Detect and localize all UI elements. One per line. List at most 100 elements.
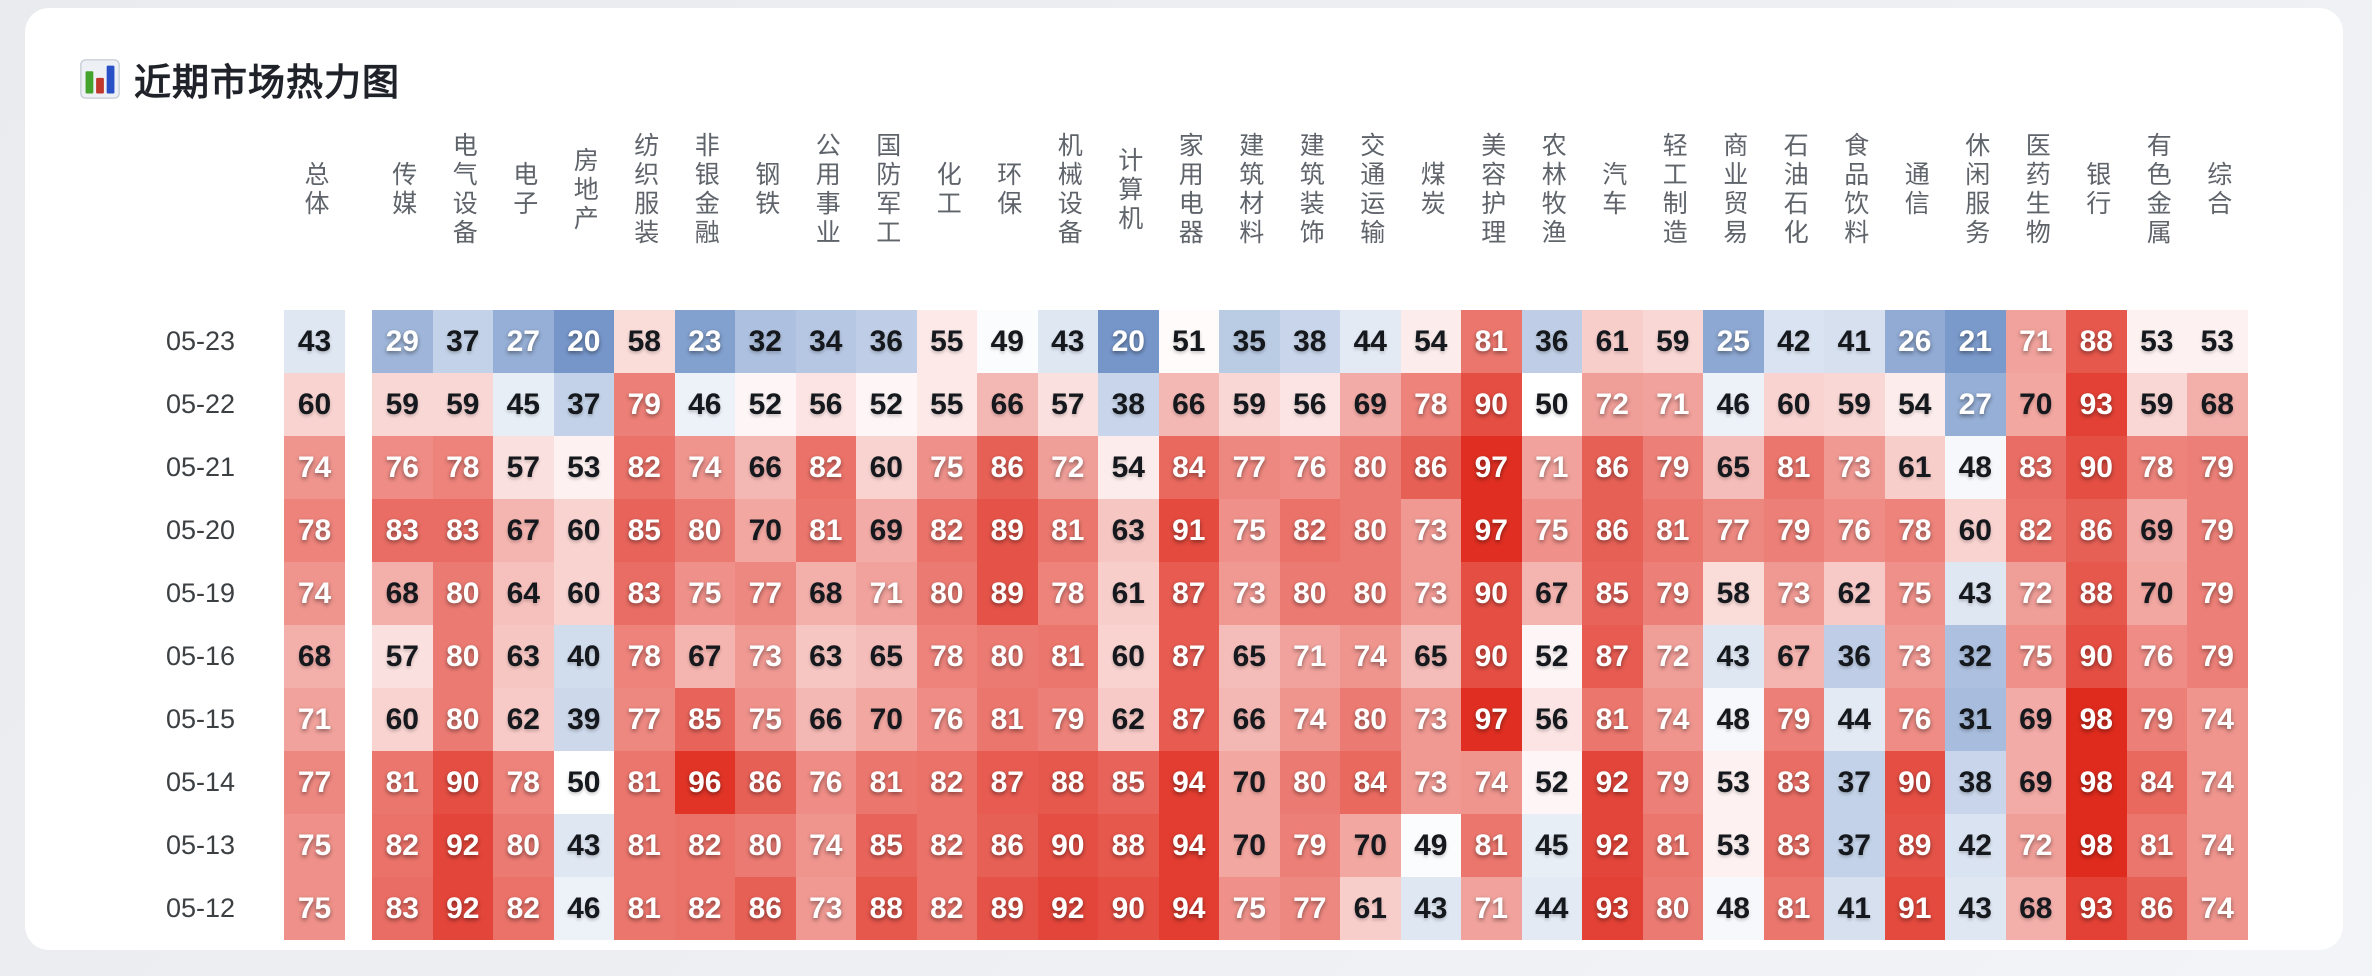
heatmap-cell[interactable]: 65: [1400, 625, 1461, 688]
heatmap-cell[interactable]: 54: [1400, 310, 1461, 373]
heatmap-cell[interactable]: 60: [372, 688, 433, 751]
heatmap-cell[interactable]: 86: [977, 814, 1038, 877]
heatmap-cell[interactable]: 62: [1824, 562, 1885, 625]
heatmap-cell[interactable]: 79: [2187, 499, 2248, 562]
heatmap-cell[interactable]: 77: [614, 688, 675, 751]
heatmap-cell[interactable]: 71: [856, 562, 917, 625]
heatmap-cell[interactable]: 86: [1582, 499, 1643, 562]
heatmap-cell[interactable]: 37: [1824, 814, 1885, 877]
heatmap-cell[interactable]: 68: [372, 562, 433, 625]
heatmap-cell[interactable]: 43: [1400, 877, 1461, 940]
heatmap-cell[interactable]: 81: [614, 751, 675, 814]
heatmap-cell[interactable]: 73: [795, 877, 856, 940]
heatmap-cell[interactable]: 53: [2187, 310, 2248, 373]
heatmap-cell[interactable]: 36: [1521, 310, 1582, 373]
heatmap-cell[interactable]: 27: [1945, 373, 2006, 436]
heatmap-cell[interactable]: 72: [1037, 436, 1098, 499]
heatmap-cell[interactable]: 88: [856, 877, 917, 940]
heatmap-cell[interactable]: 71: [1461, 877, 1522, 940]
heatmap-cell[interactable]: 73: [1400, 562, 1461, 625]
heatmap-cell[interactable]: 45: [1521, 814, 1582, 877]
heatmap-cell[interactable]: 43: [1945, 877, 2006, 940]
heatmap-cell[interactable]: 97: [1461, 499, 1522, 562]
heatmap-cell[interactable]: 80: [493, 814, 554, 877]
heatmap-cell[interactable]: 60: [553, 562, 614, 625]
heatmap-cell[interactable]: 52: [735, 373, 796, 436]
heatmap-cell[interactable]: 82: [916, 814, 977, 877]
heatmap-cell[interactable]: 68: [2005, 877, 2066, 940]
heatmap-cell[interactable]: 92: [1582, 814, 1643, 877]
heatmap-cell[interactable]: 75: [1219, 877, 1280, 940]
heatmap-cell[interactable]: 81: [795, 499, 856, 562]
heatmap-cell[interactable]: 44: [1340, 310, 1401, 373]
heatmap-cell[interactable]: 69: [2005, 688, 2066, 751]
heatmap-cell[interactable]: 37: [1824, 751, 1885, 814]
heatmap-cell[interactable]: 66: [977, 373, 1038, 436]
heatmap-cell[interactable]: 82: [916, 877, 977, 940]
heatmap-cell[interactable]: 79: [1642, 436, 1703, 499]
heatmap-cell[interactable]: 53: [2126, 310, 2187, 373]
heatmap-cell[interactable]: 74: [795, 814, 856, 877]
heatmap-cell[interactable]: 79: [1279, 814, 1340, 877]
heatmap-cell[interactable]: 66: [1219, 688, 1280, 751]
heatmap-cell[interactable]: 42: [1763, 310, 1824, 373]
heatmap-cell[interactable]: 53: [553, 436, 614, 499]
heatmap-cell[interactable]: 87: [1158, 625, 1219, 688]
heatmap-cell[interactable]: 80: [1279, 751, 1340, 814]
heatmap-cell[interactable]: 70: [1340, 814, 1401, 877]
heatmap-cell[interactable]: 75: [1884, 562, 1945, 625]
heatmap-cell[interactable]: 76: [916, 688, 977, 751]
heatmap-cell[interactable]: 46: [674, 373, 735, 436]
heatmap-cell[interactable]: 77: [735, 562, 796, 625]
heatmap-cell[interactable]: 81: [614, 814, 675, 877]
heatmap-cell[interactable]: 87: [1158, 562, 1219, 625]
heatmap-cell[interactable]: 83: [372, 877, 433, 940]
heatmap-cell[interactable]: 62: [493, 688, 554, 751]
heatmap-cell[interactable]: 78: [614, 625, 675, 688]
heatmap-cell[interactable]: 43: [284, 310, 345, 373]
heatmap-cell[interactable]: 68: [2187, 373, 2248, 436]
heatmap-cell[interactable]: 86: [1400, 436, 1461, 499]
heatmap-cell[interactable]: 78: [916, 625, 977, 688]
heatmap-cell[interactable]: 61: [1098, 562, 1159, 625]
heatmap-cell[interactable]: 43: [1037, 310, 1098, 373]
heatmap-cell[interactable]: 56: [795, 373, 856, 436]
heatmap-cell[interactable]: 89: [977, 562, 1038, 625]
heatmap-cell[interactable]: 98: [2066, 814, 2127, 877]
heatmap-cell[interactable]: 43: [1703, 625, 1764, 688]
heatmap-cell[interactable]: 81: [614, 877, 675, 940]
heatmap-cell[interactable]: 89: [977, 877, 1038, 940]
heatmap-cell[interactable]: 97: [1461, 436, 1522, 499]
heatmap-cell[interactable]: 51: [1158, 310, 1219, 373]
heatmap-cell[interactable]: 50: [553, 751, 614, 814]
heatmap-cell[interactable]: 92: [432, 814, 493, 877]
heatmap-cell[interactable]: 76: [795, 751, 856, 814]
heatmap-cell[interactable]: 77: [1703, 499, 1764, 562]
heatmap-cell[interactable]: 81: [1037, 499, 1098, 562]
heatmap-cell[interactable]: 82: [493, 877, 554, 940]
heatmap-cell[interactable]: 81: [1642, 814, 1703, 877]
heatmap-cell[interactable]: 54: [1884, 373, 1945, 436]
heatmap-cell[interactable]: 55: [916, 310, 977, 373]
heatmap-cell[interactable]: 64: [493, 562, 554, 625]
heatmap-cell[interactable]: 80: [1340, 562, 1401, 625]
heatmap-cell[interactable]: 85: [614, 499, 675, 562]
heatmap-cell[interactable]: 75: [2005, 625, 2066, 688]
heatmap-cell[interactable]: 70: [735, 499, 796, 562]
heatmap-cell[interactable]: 70: [2126, 562, 2187, 625]
heatmap-cell[interactable]: 40: [553, 625, 614, 688]
heatmap-cell[interactable]: 69: [2126, 499, 2187, 562]
heatmap-cell[interactable]: 52: [1521, 751, 1582, 814]
heatmap-cell[interactable]: 85: [674, 688, 735, 751]
heatmap-cell[interactable]: 82: [674, 814, 735, 877]
heatmap-cell[interactable]: 63: [795, 625, 856, 688]
heatmap-cell[interactable]: 71: [2005, 310, 2066, 373]
heatmap-cell[interactable]: 71: [1279, 625, 1340, 688]
heatmap-cell[interactable]: 38: [1279, 310, 1340, 373]
heatmap-cell[interactable]: 61: [1884, 436, 1945, 499]
heatmap-cell[interactable]: 80: [1340, 688, 1401, 751]
heatmap-cell[interactable]: 83: [432, 499, 493, 562]
heatmap-cell[interactable]: 81: [1461, 310, 1522, 373]
heatmap-cell[interactable]: 54: [1098, 436, 1159, 499]
heatmap-cell[interactable]: 78: [493, 751, 554, 814]
